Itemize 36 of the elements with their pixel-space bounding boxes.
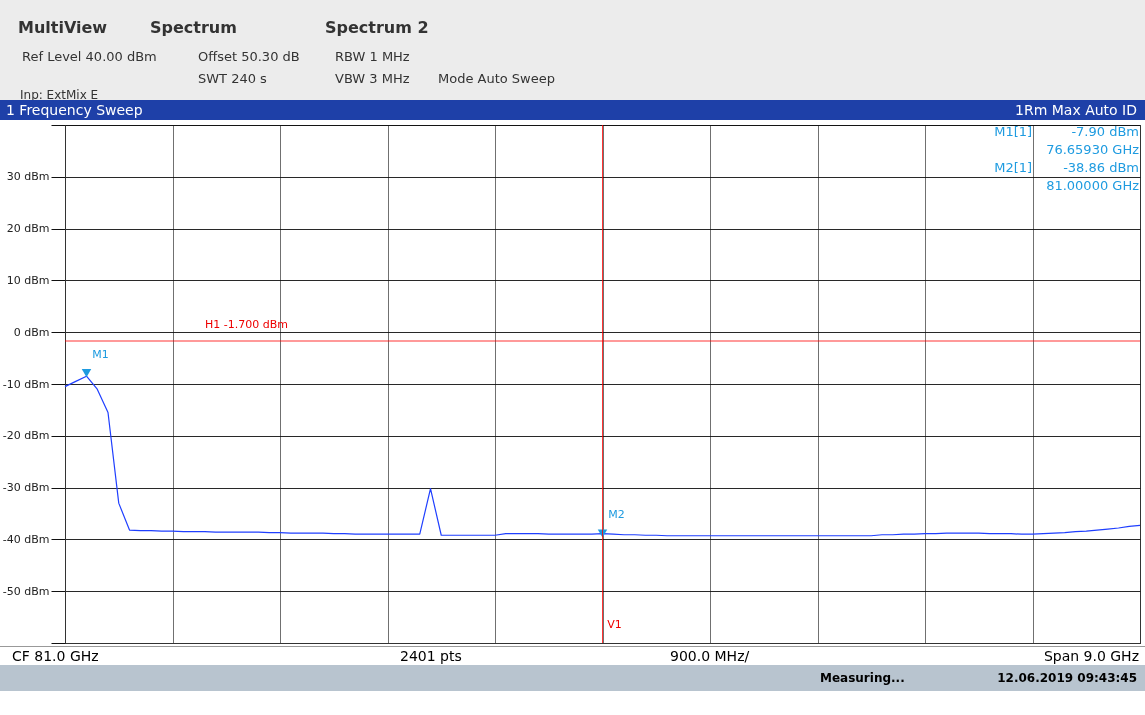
text: VBW 3 MHz bbox=[335, 71, 410, 86]
annotation: M2[1] bbox=[994, 160, 1033, 175]
y-tick-label: -30 dBm bbox=[2, 481, 50, 495]
annotation: 81.00000 GHz bbox=[1046, 178, 1139, 193]
text: Offset 50.30 dB bbox=[198, 49, 300, 64]
text: Measuring... bbox=[820, 671, 905, 685]
annotation: 76.65930 GHz bbox=[1046, 142, 1139, 157]
text: Spectrum bbox=[150, 18, 237, 37]
y-tick-label: 0 dBm bbox=[13, 325, 50, 339]
annotation: -7.90 dBm bbox=[1070, 124, 1139, 139]
text: 2401 pts bbox=[400, 648, 462, 664]
series-label: M2 bbox=[608, 508, 625, 522]
y-tick-label: -50 dBm bbox=[2, 584, 50, 598]
text: 12.06.2019 09:43:45 bbox=[997, 671, 1137, 685]
series-label: M1 bbox=[92, 348, 109, 362]
text: Inp: ExtMix E bbox=[20, 88, 99, 102]
text: Spectrum 2 bbox=[325, 18, 429, 37]
annotation: M1[1] bbox=[994, 124, 1033, 139]
text: CF 81.0 GHz bbox=[12, 648, 99, 664]
y-tick-label: -10 dBm bbox=[2, 377, 50, 391]
y-tick-label: 10 dBm bbox=[6, 273, 50, 287]
y-tick-label: 20 dBm bbox=[6, 222, 50, 236]
text: RBW 1 MHz bbox=[335, 49, 410, 64]
chart-title: 1 Frequency Sweep bbox=[6, 102, 143, 118]
annotation: -38.86 dBm bbox=[1062, 160, 1139, 175]
text: Span 9.0 GHz bbox=[1043, 648, 1139, 664]
y-tick-label: -40 dBm bbox=[2, 532, 50, 546]
text: Ref Level 40.00 dBm bbox=[22, 49, 157, 64]
text: 1Rm Max Auto ID bbox=[1015, 101, 1137, 120]
text: MultiView bbox=[18, 18, 108, 37]
y-tick-label: -20 dBm bbox=[2, 429, 50, 443]
y-tick-label: 30 dBm bbox=[6, 170, 50, 184]
text: Mode Auto Sweep bbox=[438, 71, 555, 86]
annotation: V1 bbox=[607, 618, 622, 631]
text: 900.0 MHz/ bbox=[670, 648, 750, 664]
text: SWT 240 s bbox=[198, 71, 267, 86]
